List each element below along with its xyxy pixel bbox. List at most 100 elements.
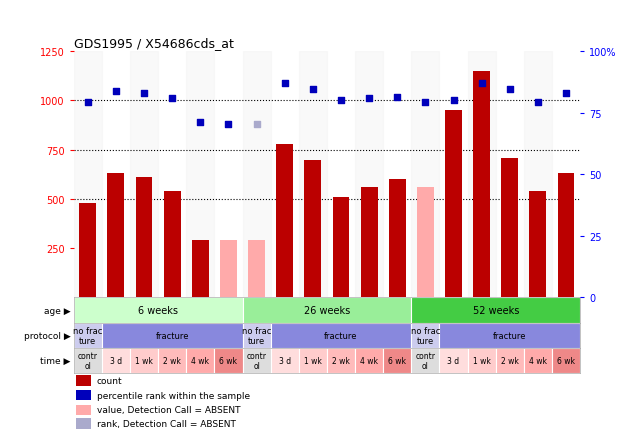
Bar: [242, 348, 271, 373]
Text: no frac
ture: no frac ture: [242, 326, 271, 345]
Bar: [383, 348, 412, 373]
Point: [420, 100, 431, 107]
Bar: [74, 298, 242, 323]
Bar: [501, 158, 518, 298]
Text: 1 wk: 1 wk: [472, 356, 490, 365]
Bar: [276, 145, 293, 298]
Text: 1 wk: 1 wk: [304, 356, 322, 365]
Text: time ▶: time ▶: [40, 356, 71, 365]
Bar: [412, 52, 440, 298]
Bar: [76, 375, 92, 386]
Point: [392, 94, 403, 101]
Bar: [495, 348, 524, 373]
Bar: [130, 52, 158, 298]
Text: fracture: fracture: [324, 331, 358, 340]
Bar: [79, 204, 96, 298]
Bar: [417, 187, 434, 298]
Bar: [355, 348, 383, 373]
Bar: [248, 241, 265, 298]
Point: [111, 88, 121, 95]
Text: 2 wk: 2 wk: [501, 356, 519, 365]
Bar: [74, 52, 102, 298]
Bar: [524, 52, 552, 298]
Bar: [440, 323, 580, 348]
Text: 4 wk: 4 wk: [529, 356, 547, 365]
Text: 2 wk: 2 wk: [332, 356, 350, 365]
Bar: [333, 197, 349, 298]
Bar: [355, 52, 383, 298]
Text: value, Detection Call = ABSENT: value, Detection Call = ABSENT: [97, 405, 240, 414]
Text: 6 wk: 6 wk: [219, 356, 237, 365]
Text: 1 wk: 1 wk: [135, 356, 153, 365]
Text: 52 weeks: 52 weeks: [472, 306, 519, 315]
Bar: [299, 52, 327, 298]
Text: count: count: [97, 376, 122, 385]
Bar: [136, 178, 153, 298]
Bar: [299, 348, 327, 373]
Bar: [467, 52, 495, 298]
Bar: [304, 160, 321, 298]
Bar: [74, 348, 102, 373]
Bar: [327, 348, 355, 373]
Point: [139, 90, 149, 97]
Text: age ▶: age ▶: [44, 306, 71, 315]
Text: protocol ▶: protocol ▶: [24, 331, 71, 340]
Point: [195, 119, 205, 126]
Text: 2 wk: 2 wk: [163, 356, 181, 365]
Bar: [242, 323, 271, 348]
Bar: [271, 323, 412, 348]
Bar: [440, 348, 467, 373]
Point: [364, 96, 374, 103]
Bar: [389, 180, 406, 298]
Bar: [187, 348, 214, 373]
Point: [223, 122, 233, 128]
Text: 6 wk: 6 wk: [557, 356, 575, 365]
Text: 6 wk: 6 wk: [388, 356, 406, 365]
Bar: [242, 298, 412, 323]
Text: 4 wk: 4 wk: [191, 356, 210, 365]
Bar: [552, 348, 580, 373]
Text: 4 wk: 4 wk: [360, 356, 378, 365]
Bar: [220, 241, 237, 298]
Bar: [76, 405, 92, 415]
Bar: [192, 241, 209, 298]
Bar: [361, 187, 378, 298]
Bar: [158, 348, 187, 373]
Text: no frac
ture: no frac ture: [411, 326, 440, 345]
Bar: [74, 323, 102, 348]
Text: contr
ol: contr ol: [247, 351, 267, 370]
Point: [561, 90, 571, 97]
Bar: [102, 323, 242, 348]
Point: [251, 122, 262, 128]
Text: contr
ol: contr ol: [78, 351, 98, 370]
Point: [167, 96, 178, 103]
Bar: [102, 348, 130, 373]
Bar: [108, 174, 124, 298]
Text: contr
ol: contr ol: [415, 351, 435, 370]
Text: 3 d: 3 d: [279, 356, 291, 365]
Bar: [524, 348, 552, 373]
Text: 6 weeks: 6 weeks: [138, 306, 178, 315]
Point: [279, 80, 290, 87]
Text: 26 weeks: 26 weeks: [304, 306, 350, 315]
Bar: [187, 52, 214, 298]
Point: [504, 86, 515, 93]
Text: GDS1995 / X54686cds_at: GDS1995 / X54686cds_at: [74, 36, 233, 49]
Bar: [130, 348, 158, 373]
Point: [449, 98, 459, 105]
Bar: [412, 298, 580, 323]
Bar: [412, 348, 440, 373]
Bar: [214, 348, 242, 373]
Point: [336, 98, 346, 105]
Point: [83, 100, 93, 107]
Point: [476, 80, 487, 87]
Text: fracture: fracture: [493, 331, 526, 340]
Bar: [473, 72, 490, 298]
Bar: [445, 111, 462, 298]
Bar: [467, 348, 495, 373]
Text: rank, Detection Call = ABSENT: rank, Detection Call = ABSENT: [97, 419, 235, 428]
Bar: [76, 418, 92, 428]
Bar: [558, 174, 574, 298]
Text: no frac
ture: no frac ture: [73, 326, 103, 345]
Point: [533, 100, 543, 107]
